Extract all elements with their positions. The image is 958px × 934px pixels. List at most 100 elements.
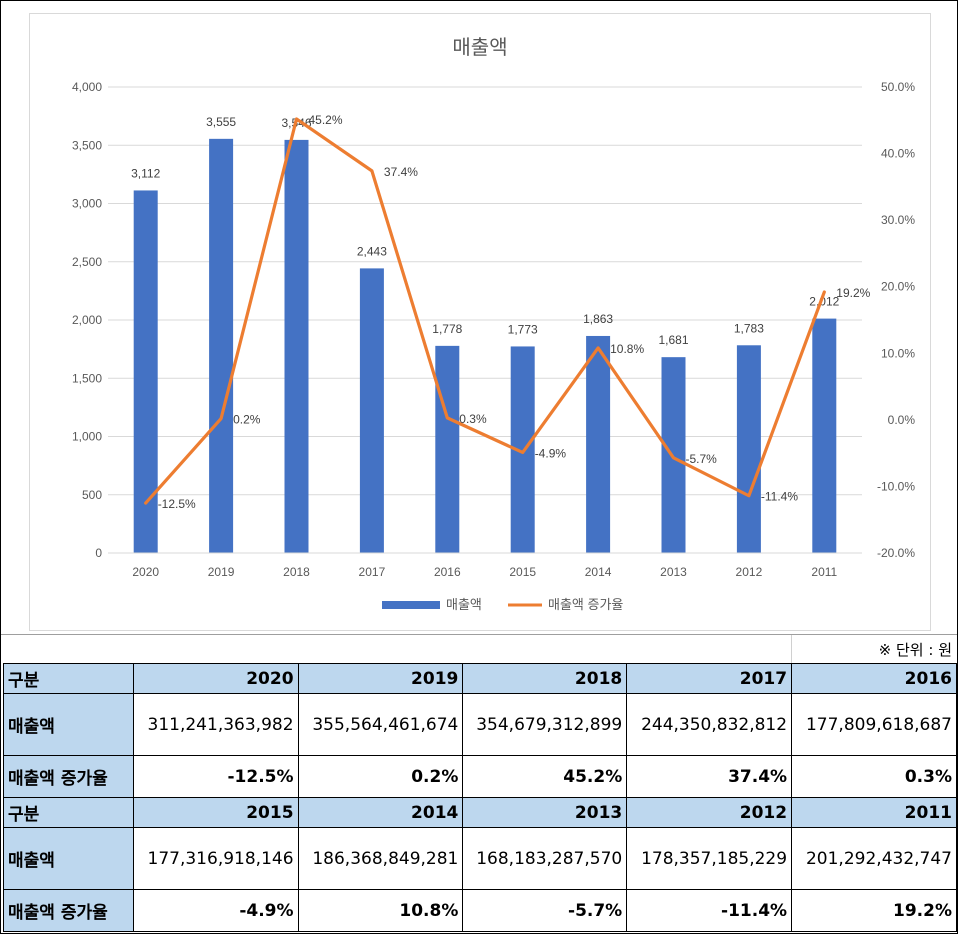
growth-cell: 0.2% [297, 755, 464, 798]
revenue-cell: 168,183,287,570 [462, 827, 628, 890]
year-header: 2017 [626, 663, 793, 694]
growth-row: 매출액 증가율 -4.9% 10.8% -5.7% -11.4% 19.2% [3, 889, 957, 932]
x-tick-label: 2014 [585, 565, 612, 579]
growth-row: 매출액 증가율 -12.5% 0.2% 45.2% 37.4% 0.3% [3, 755, 957, 798]
chart-title: 매출액 [452, 36, 507, 59]
growth-cell: 19.2% [791, 889, 957, 932]
line-data-label: 45.2% [309, 113, 343, 127]
revenue-cell: 186,368,849,281 [297, 827, 464, 890]
growth-label: 매출액 증가율 [3, 889, 134, 932]
revenue-cell: 177,316,918,146 [132, 827, 299, 890]
y-tick-label: 2,500 [72, 255, 102, 269]
line-data-label: 19.2% [836, 286, 870, 300]
data-table-bottom: 구분 2015 2014 2013 2012 2011 매출액 177,316,… [3, 797, 957, 932]
y-tick-label: 3,500 [72, 138, 102, 152]
y-tick-label: 1,500 [72, 371, 102, 385]
growth-cell: 10.8% [297, 889, 464, 932]
y2-tick-label: 0.0% [888, 413, 916, 427]
bar-2020 [133, 190, 158, 553]
year-header: 2018 [462, 663, 628, 694]
year-header: 2016 [791, 663, 957, 694]
bar-data-label: 1,778 [432, 322, 462, 336]
bar-data-label: 1,773 [508, 322, 538, 336]
x-tick-label: 2020 [132, 565, 159, 579]
bar-data-label: 3,112 [131, 166, 160, 180]
x-tick-label: 2012 [736, 565, 763, 579]
unit-cell: ※ 단위 : 원 [791, 635, 958, 663]
bar-2014 [586, 335, 611, 553]
growth-cell: -5.7% [462, 889, 628, 932]
y-tick-label: 3,000 [72, 197, 102, 211]
x-tick-label: 2011 [811, 565, 837, 579]
year-header: 2013 [462, 797, 628, 828]
y-tick-label: 2,000 [72, 313, 102, 327]
bar-2017 [359, 268, 384, 553]
line-data-label: -12.5% [158, 497, 196, 511]
bar-2012 [736, 345, 761, 553]
x-tick-label: 2016 [434, 565, 461, 579]
revenue-cell: 178,357,185,229 [626, 827, 793, 890]
revenue-cell: 244,350,832,812 [626, 693, 793, 756]
line-data-label: 37.4% [384, 165, 418, 179]
bar-data-label: 1,863 [583, 312, 613, 326]
growth-cell: 45.2% [462, 755, 628, 798]
bar-data-label: 2,443 [357, 244, 387, 258]
revenue-cell: 354,679,312,899 [462, 693, 628, 756]
year-header: 2015 [132, 797, 299, 828]
bar-2019 [209, 138, 234, 553]
y-tick-label: 0 [95, 546, 102, 560]
bar-2011 [812, 318, 837, 553]
y2-tick-label: -20.0% [877, 546, 915, 560]
year-header: 2012 [626, 797, 793, 828]
legend-bar-swatch [382, 601, 440, 609]
y-tick-label: 4,000 [72, 80, 102, 94]
y2-tick-label: -10.0% [877, 479, 915, 493]
revenue-label: 매출액 [3, 693, 134, 756]
x-tick-label: 2019 [208, 565, 235, 579]
legend-bar-label: 매출액 [446, 597, 482, 612]
bar-data-label: 1,681 [658, 333, 688, 347]
revenue-cell: 311,241,363,982 [132, 693, 299, 756]
y2-tick-label: 10.0% [881, 346, 915, 360]
table-header-row: 구분 2015 2014 2013 2012 2011 [3, 797, 957, 828]
growth-cell: 0.3% [791, 755, 957, 798]
revenue-cell: 177,809,618,687 [791, 693, 957, 756]
line-data-label: -5.7% [686, 452, 718, 466]
bar-data-label: 1,783 [734, 321, 764, 335]
y2-tick-label: 30.0% [881, 213, 915, 227]
bar-data-label: 3,555 [206, 115, 236, 129]
year-header: 2020 [132, 663, 299, 694]
line-data-label: 10.8% [610, 342, 644, 356]
line-data-label: -11.4% [761, 490, 798, 504]
chart-area: 매출액 0 500 1,000 1,500 2,000 2,500 3,000 3,500 4,0… [29, 13, 931, 631]
y2-tick-label: 40.0% [881, 147, 915, 161]
growth-line [144, 117, 826, 505]
revenue-cell: 201,292,432,747 [791, 827, 957, 890]
growth-cell: -11.4% [626, 889, 793, 932]
year-header: 2011 [791, 797, 957, 828]
legend-line-label: 매출액 증가율 [548, 597, 623, 612]
year-header: 2014 [297, 797, 464, 828]
revenue-label: 매출액 [3, 827, 134, 890]
y-tick-label: 1,000 [72, 430, 102, 444]
growth-cell: -12.5% [132, 755, 299, 798]
header-label: 구분 [3, 663, 134, 694]
combo-chart: 매출액 0 500 1,000 1,500 2,000 2,500 3,000 3,500 4,0… [72, 36, 916, 612]
y2-tick-label: 20.0% [881, 280, 915, 294]
unit-row: ※ 단위 : 원 [1, 634, 957, 663]
growth-label: 매출액 증가율 [3, 755, 134, 798]
x-tick-label: 2018 [283, 565, 310, 579]
header-label: 구분 [3, 797, 134, 828]
bar-data-label: 2,012 [809, 295, 839, 309]
revenue-cell: 355,564,461,674 [297, 693, 464, 756]
x-tick-label: 2015 [509, 565, 536, 579]
bar-2018 [284, 139, 309, 553]
x-tick-label: 2017 [359, 565, 386, 579]
y-tick-label: 500 [82, 488, 102, 502]
growth-cell: -4.9% [132, 889, 299, 932]
data-table-top: 구분 2020 2019 2018 2017 2016 매출액 311,241,… [3, 663, 957, 798]
year-header: 2019 [297, 663, 464, 694]
line-data-label: 0.3% [459, 412, 487, 426]
line-data-label: 0.2% [233, 413, 261, 427]
